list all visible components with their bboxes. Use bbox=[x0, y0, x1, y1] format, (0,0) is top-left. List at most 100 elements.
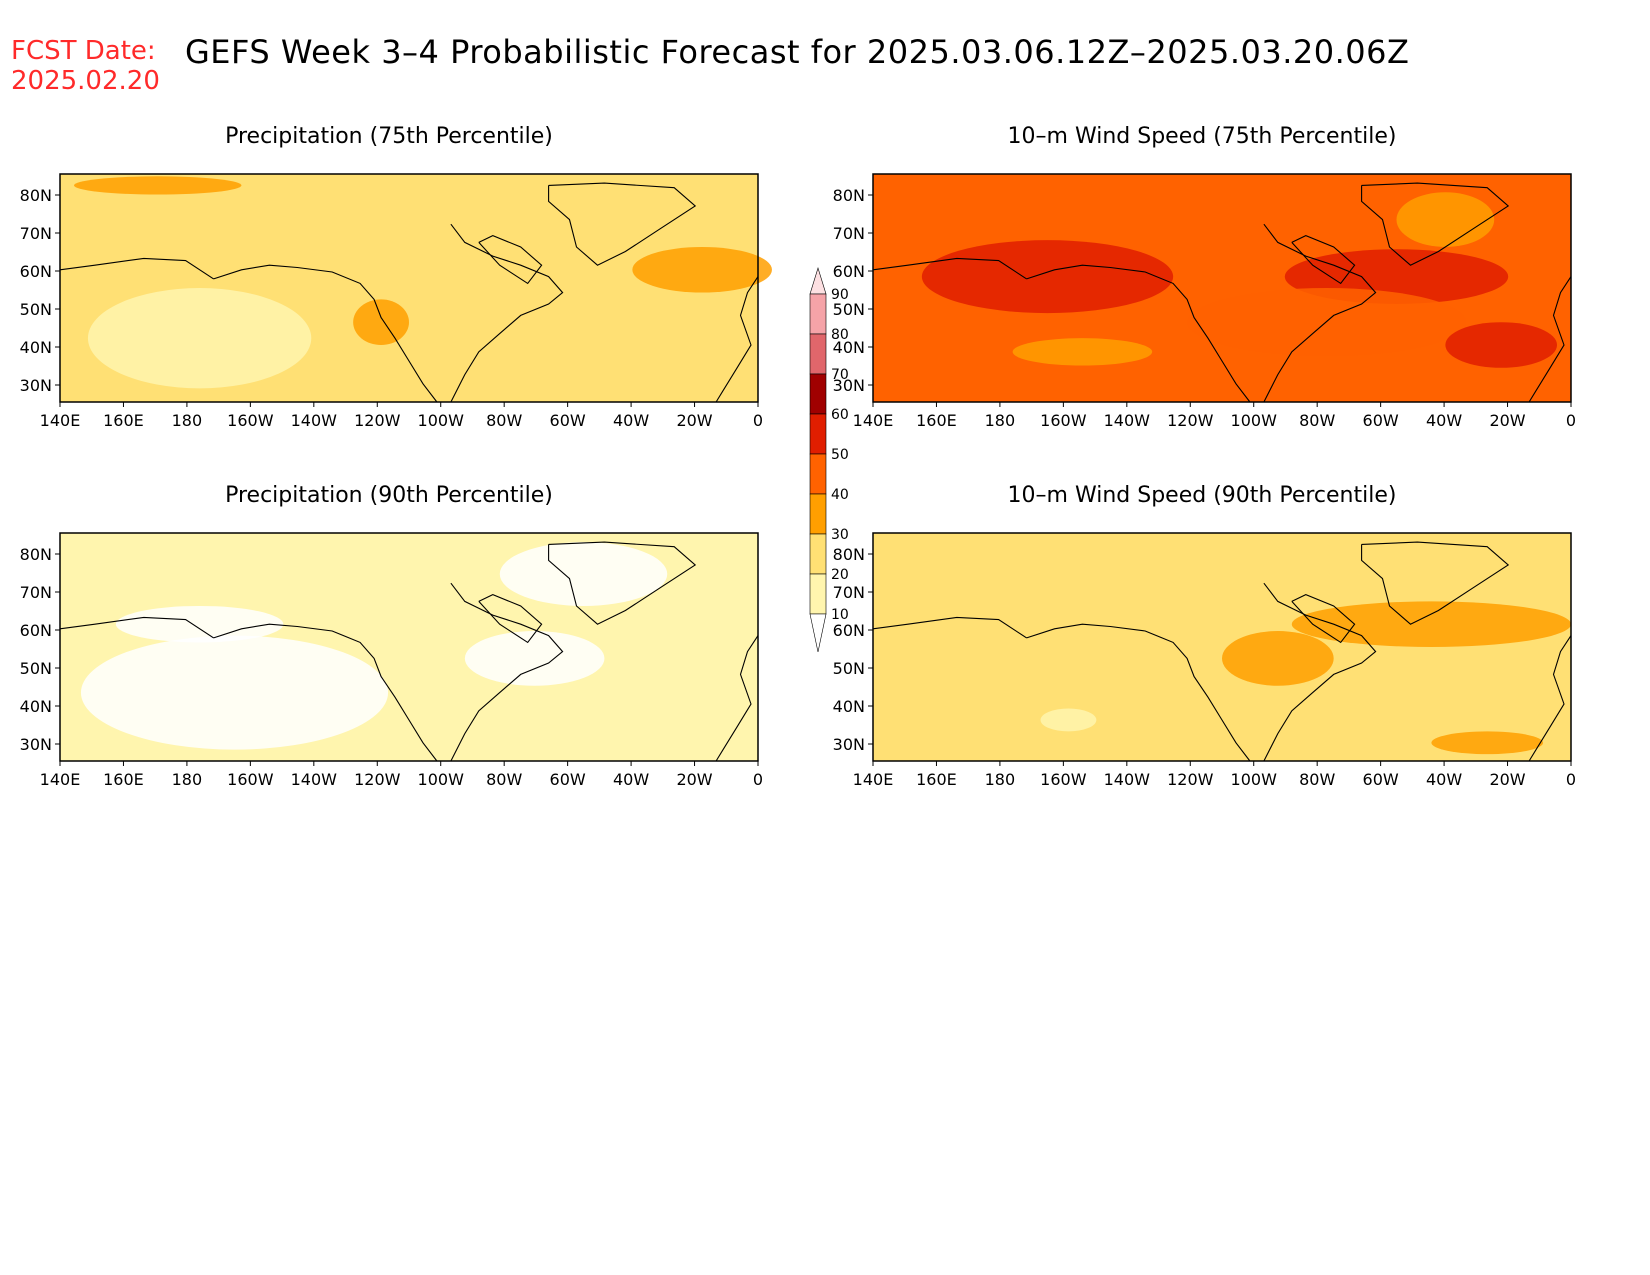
lon-tick-label: 100W bbox=[418, 770, 465, 789]
lon-tick-label: 120W bbox=[1167, 411, 1214, 430]
map-wind-75: 80N 70N 60N 50N 40N 30N 140E 160E 180 160W 140W 120… bbox=[833, 173, 1576, 430]
lat-tick-label: 50N bbox=[833, 659, 865, 678]
lon-tick-label: 180 bbox=[172, 411, 203, 430]
colorbar-top-arrow bbox=[809, 266, 827, 295]
lon-tick-label: 40W bbox=[1426, 770, 1462, 789]
map-wind-90: 80N 70N 60N 50N 40N 30N 140E 160E 180 160W 140W 120… bbox=[833, 532, 1576, 789]
fcst-date-label: FCST Date: bbox=[11, 36, 156, 66]
lon-tick-label: 0 bbox=[753, 770, 763, 789]
lat-tick-label: 30N bbox=[833, 376, 865, 395]
colorbar-swatch bbox=[809, 333, 827, 375]
colorbar-swatch bbox=[809, 493, 827, 535]
lon-tick-label: 160E bbox=[916, 411, 957, 430]
lon-tick-label: 40W bbox=[1426, 411, 1462, 430]
lat-tick-label: 40N bbox=[833, 338, 865, 357]
lat-tick-label: 60N bbox=[833, 262, 865, 281]
lon-tick-label: 0 bbox=[1566, 770, 1576, 789]
lon-tick-label: 80W bbox=[1299, 411, 1335, 430]
panel-title-precip-75: Precipitation (75th Percentile) bbox=[225, 124, 553, 149]
lon-tick-label: 180 bbox=[172, 770, 203, 789]
lat-tick-label: 80N bbox=[20, 545, 52, 564]
lat-tick-label: 50N bbox=[833, 300, 865, 319]
lat-tick-label: 80N bbox=[833, 186, 865, 205]
lon-tick-label: 120W bbox=[1167, 770, 1214, 789]
fcst-date-value: 2025.02.20 bbox=[11, 66, 160, 96]
lat-tick-label: 40N bbox=[20, 697, 52, 716]
lon-tick-label: 20W bbox=[676, 411, 712, 430]
colorbar-label: 30 bbox=[831, 527, 849, 543]
lat-tick-label: 50N bbox=[20, 659, 52, 678]
lat-tick-label: 40N bbox=[20, 338, 52, 357]
lon-tick-label: 0 bbox=[753, 411, 763, 430]
colorbar-label: 80 bbox=[831, 327, 849, 343]
panel-title-wind-90: 10–m Wind Speed (90th Percentile) bbox=[1007, 483, 1397, 508]
colorbar-swatch bbox=[809, 573, 827, 615]
lon-tick-label: 20W bbox=[1489, 770, 1525, 789]
lat-tick-label: 80N bbox=[20, 186, 52, 205]
lon-tick-label: 120W bbox=[354, 770, 401, 789]
lon-tick-label: 20W bbox=[676, 770, 712, 789]
lat-tick-label: 50N bbox=[20, 300, 52, 319]
lon-tick-label: 140E bbox=[853, 770, 894, 789]
lon-tick-label: 0 bbox=[1566, 411, 1576, 430]
lon-tick-label: 60W bbox=[550, 411, 586, 430]
lat-tick-label: 30N bbox=[20, 376, 52, 395]
colorbar-label: 10 bbox=[831, 607, 849, 623]
colorbar-label: 60 bbox=[831, 407, 849, 423]
colorbar-swatch bbox=[809, 293, 827, 335]
lon-tick-label: 40W bbox=[613, 411, 649, 430]
lat-tick-label: 70N bbox=[833, 224, 865, 243]
panel-title-precip-90: Precipitation (90th Percentile) bbox=[225, 483, 553, 508]
colorbar-bottom-arrow bbox=[809, 613, 827, 653]
lon-tick-label: 60W bbox=[1363, 770, 1399, 789]
colorbar-label: 90 bbox=[831, 287, 849, 303]
lon-tick-label: 40W bbox=[613, 770, 649, 789]
colorbar-swatch bbox=[809, 453, 827, 495]
main-title: GEFS Week 3–4 Probabilistic Forecast for… bbox=[185, 33, 1410, 71]
lat-tick-label: 60N bbox=[20, 262, 52, 281]
lon-tick-label: 180 bbox=[985, 411, 1016, 430]
lat-tick-label: 40N bbox=[833, 697, 865, 716]
lat-tick-label: 60N bbox=[20, 621, 52, 640]
panel-title-wind-75: 10–m Wind Speed (75th Percentile) bbox=[1007, 124, 1397, 149]
lat-tick-label: 30N bbox=[20, 735, 52, 754]
lon-tick-label: 80W bbox=[1299, 770, 1335, 789]
lon-tick-label: 160W bbox=[227, 770, 274, 789]
lat-tick-label: 30N bbox=[833, 735, 865, 754]
lon-tick-label: 100W bbox=[1231, 770, 1278, 789]
lon-tick-label: 160E bbox=[916, 770, 957, 789]
lon-tick-label: 160W bbox=[1040, 411, 1087, 430]
map-precip-75: 80N 70N 60N 50N 40N 30N 140E 160E 180 160W 140W 120… bbox=[20, 173, 772, 430]
colorbar-label: 20 bbox=[831, 567, 849, 583]
lon-tick-label: 140E bbox=[853, 411, 894, 430]
lon-tick-label: 160W bbox=[227, 411, 274, 430]
lon-tick-label: 180 bbox=[985, 770, 1016, 789]
lat-tick-label: 70N bbox=[20, 583, 52, 602]
colorbar-label: 50 bbox=[831, 447, 849, 463]
lon-tick-label: 160W bbox=[1040, 770, 1087, 789]
colorbar-label: 40 bbox=[831, 487, 849, 503]
lon-tick-label: 100W bbox=[418, 411, 465, 430]
colorbar-swatch bbox=[809, 533, 827, 575]
lon-tick-label: 160E bbox=[103, 770, 144, 789]
lon-tick-label: 100W bbox=[1231, 411, 1278, 430]
lat-tick-label: 60N bbox=[833, 621, 865, 640]
lon-tick-label: 120W bbox=[354, 411, 401, 430]
lat-tick-label: 70N bbox=[20, 224, 52, 243]
lon-tick-label: 20W bbox=[1489, 411, 1525, 430]
map-precip-90: 80N 70N 60N 50N 40N 30N 140E 160E 180 160W 140W 120… bbox=[20, 532, 763, 789]
lat-tick-label: 70N bbox=[833, 583, 865, 602]
lon-tick-label: 140E bbox=[40, 770, 81, 789]
colorbar-swatch bbox=[809, 373, 827, 415]
lon-tick-label: 60W bbox=[550, 770, 586, 789]
lon-tick-label: 140W bbox=[291, 770, 338, 789]
lon-tick-label: 160E bbox=[103, 411, 144, 430]
lon-tick-label: 140W bbox=[1104, 411, 1151, 430]
lat-tick-label: 80N bbox=[833, 545, 865, 564]
lon-tick-label: 80W bbox=[486, 411, 522, 430]
lon-tick-label: 140W bbox=[291, 411, 338, 430]
lon-tick-label: 140E bbox=[40, 411, 81, 430]
colorbar-swatch bbox=[809, 413, 827, 455]
colorbar-label: 70 bbox=[831, 367, 849, 383]
lon-tick-label: 140W bbox=[1104, 770, 1151, 789]
